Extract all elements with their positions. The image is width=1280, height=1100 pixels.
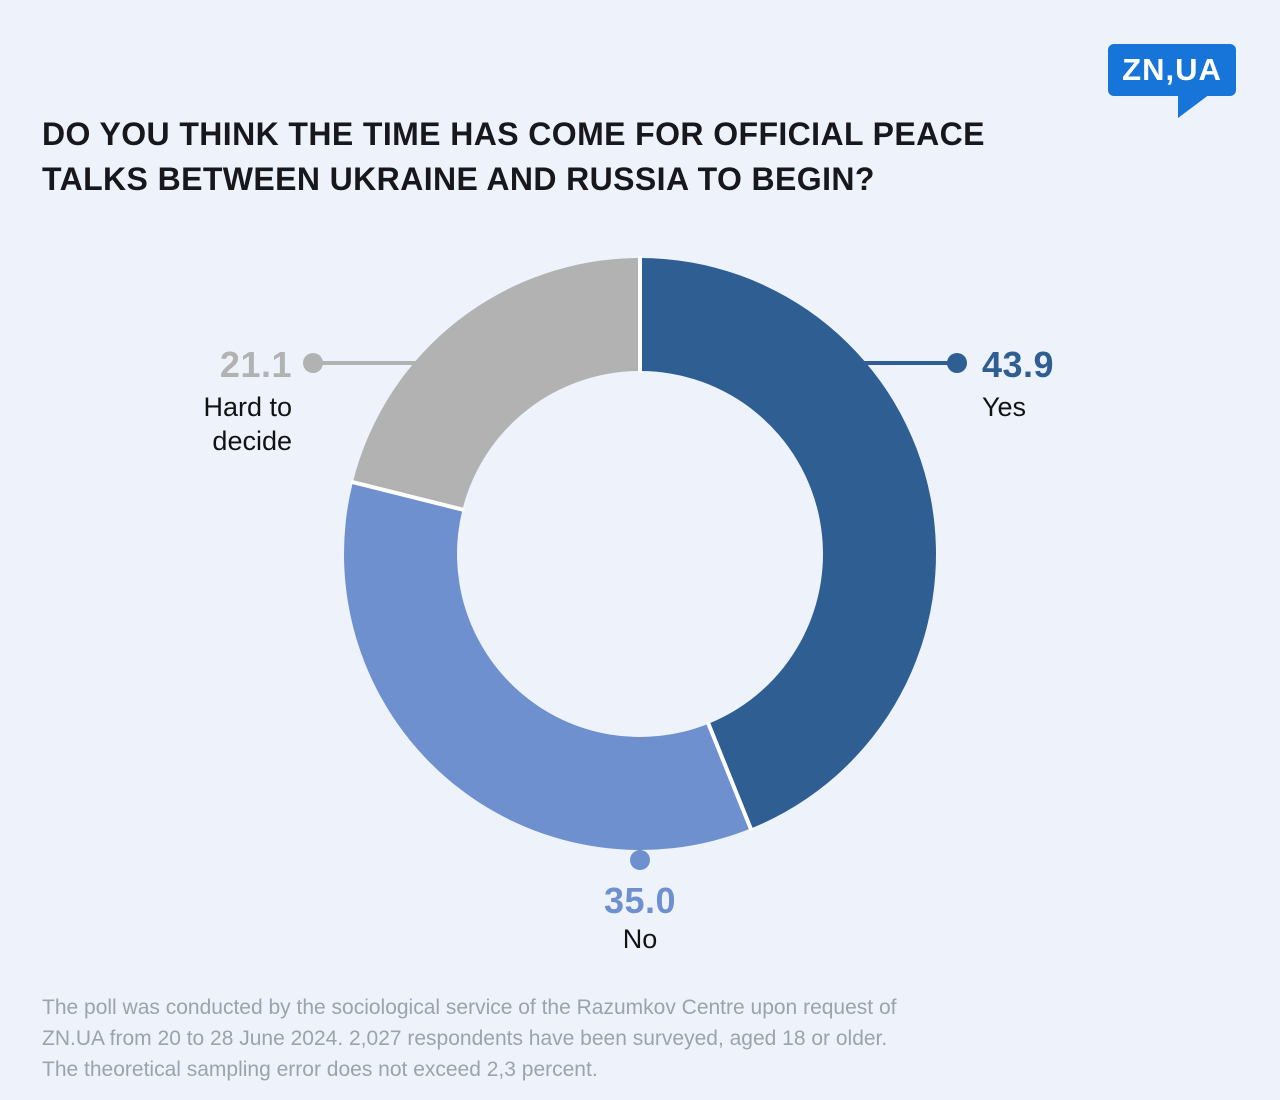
znua-logo-text: ZN,UA xyxy=(1122,52,1222,87)
footer-note: The poll was conducted by the sociologic… xyxy=(42,992,896,1085)
callout-value-yes: 43.9 xyxy=(982,344,1055,385)
segment-separator xyxy=(350,479,465,513)
znua-logo-bubble-icon xyxy=(1108,44,1236,118)
footer-line3: The theoretical sampling error does not … xyxy=(42,1058,598,1081)
donut-segment-no xyxy=(344,482,751,850)
callout-dot-no xyxy=(630,850,650,870)
znua-logo: ZN,UA xyxy=(1108,44,1248,122)
donut-segment-yes xyxy=(640,258,937,829)
callout-value-hard-to-decide: 21.1 xyxy=(219,344,292,385)
callout-label-yes: Yes xyxy=(982,392,1027,422)
segment-separator xyxy=(705,721,754,832)
footer-line2: ZN.UA from 20 to 28 June 2024. 2,027 res… xyxy=(42,1027,888,1050)
chart-title-line2: TALKS BETWEEN UKRAINE AND RUSSIA TO BEGI… xyxy=(42,161,875,197)
donut-segment-hard-to-decide xyxy=(352,258,640,510)
chart-title: DO YOU THINK THE TIME HAS COME FOR OFFIC… xyxy=(42,112,985,202)
callout-label-hard-to-decide: Hard to decide xyxy=(203,392,292,456)
callout-dot-yes xyxy=(947,353,967,373)
chart-title-line1: DO YOU THINK THE TIME HAS COME FOR OFFIC… xyxy=(42,116,985,152)
callout-label-no: No xyxy=(622,924,658,954)
footer-line1: The poll was conducted by the sociologic… xyxy=(42,996,897,1019)
callout-value-no: 35.0 xyxy=(603,880,677,921)
callout-dot-hard-to-decide xyxy=(303,353,323,373)
